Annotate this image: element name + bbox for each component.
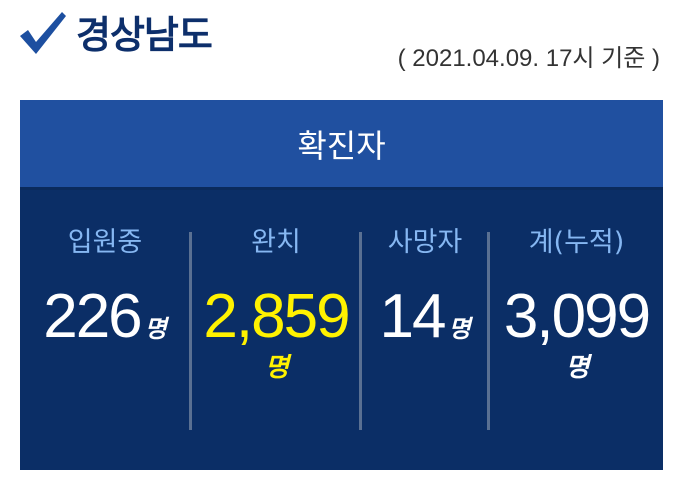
check-icon — [20, 11, 66, 54]
stat-value: 2,859 명 — [203, 282, 350, 383]
stat-recovered: 완치 2,859 명 — [192, 220, 360, 382]
stat-value: 226 명 — [43, 282, 167, 351]
divider — [359, 232, 362, 430]
stat-value: 3,099 명 — [503, 282, 651, 383]
divider — [189, 232, 192, 430]
stat-value: 14 명 — [379, 282, 471, 351]
stat-total: 계(누적) 3,099 명 — [490, 220, 663, 382]
timestamp: ( 2021.04.09. 17시 기준 ) — [397, 45, 660, 72]
panel-heading: 확진자 — [20, 100, 663, 190]
stat-deaths: 사망자 14 명 — [362, 220, 488, 361]
divider — [487, 232, 490, 430]
stat-label: 입원중 — [67, 227, 143, 258]
region-name: 경상남도 — [76, 13, 213, 57]
confirmed-cases-panel: 확진자 입원중 226 명 완치 2,859 명 사망자 14 명 계(누적) 3,0… — [20, 100, 663, 470]
stat-label: 완치 — [251, 227, 301, 258]
region-title: 경상남도 — [18, 4, 213, 59]
stat-label: 계(누적) — [528, 227, 625, 258]
stat-label: 사망자 — [387, 227, 463, 258]
stat-hospitalized: 입원중 226 명 — [20, 220, 190, 361]
